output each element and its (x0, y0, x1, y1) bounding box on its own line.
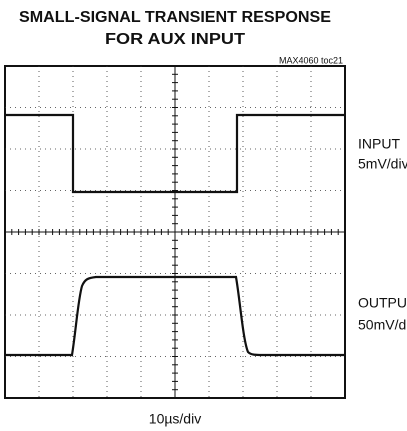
figure-note: MAX4060 toc21 (279, 55, 343, 65)
output-trace (5, 275, 345, 357)
scope-screen (4, 65, 346, 399)
input-trace (5, 113, 345, 194)
title-line: SMALL-SIGNAL TRANSIENT RESPONSE (19, 9, 331, 26)
trace-name: INPUT (358, 136, 400, 152)
trace-scale: 5mV/div (358, 156, 407, 172)
trace-scale: 50mV/div (358, 317, 407, 333)
trace-name: OUTPUT (358, 295, 407, 311)
title-line: FOR AUX INPUT (105, 31, 245, 48)
time-scale: 10µs/div (149, 411, 201, 427)
